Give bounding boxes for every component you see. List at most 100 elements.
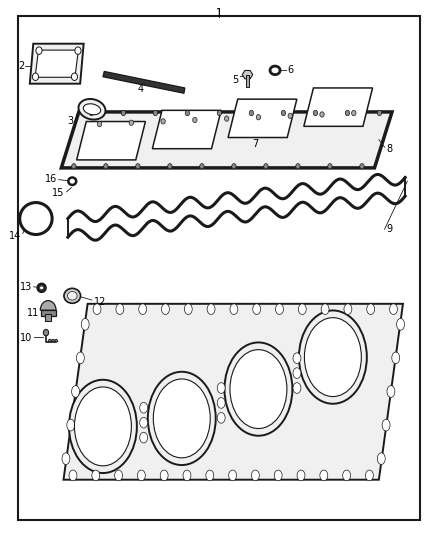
Ellipse shape (321, 304, 329, 314)
Polygon shape (77, 122, 145, 160)
Ellipse shape (207, 304, 215, 314)
Polygon shape (35, 50, 78, 77)
Ellipse shape (230, 304, 238, 314)
Circle shape (328, 164, 332, 169)
Text: 12: 12 (94, 297, 106, 307)
Text: 10: 10 (20, 334, 32, 343)
Ellipse shape (138, 470, 145, 481)
Circle shape (224, 116, 229, 122)
Circle shape (377, 110, 381, 116)
Ellipse shape (64, 288, 81, 303)
Text: 5: 5 (233, 75, 239, 85)
Ellipse shape (304, 318, 361, 397)
Text: 9: 9 (386, 224, 392, 234)
Text: 4: 4 (137, 84, 143, 94)
Ellipse shape (69, 470, 77, 481)
Ellipse shape (297, 470, 305, 481)
Circle shape (75, 47, 81, 54)
Text: 7: 7 (252, 139, 258, 149)
Ellipse shape (20, 203, 52, 235)
Polygon shape (242, 70, 253, 79)
Circle shape (32, 73, 39, 80)
Wedge shape (40, 301, 56, 310)
Circle shape (320, 112, 324, 117)
Ellipse shape (115, 470, 123, 481)
Circle shape (136, 164, 140, 169)
Circle shape (121, 110, 126, 116)
Ellipse shape (184, 304, 192, 314)
Circle shape (217, 110, 222, 116)
Ellipse shape (396, 318, 405, 330)
Circle shape (281, 110, 286, 116)
Ellipse shape (162, 304, 170, 314)
Circle shape (43, 329, 49, 336)
Ellipse shape (217, 383, 225, 393)
Circle shape (193, 117, 197, 123)
Circle shape (264, 164, 268, 169)
Ellipse shape (140, 417, 148, 428)
Text: 2: 2 (18, 61, 24, 70)
Circle shape (313, 110, 318, 116)
Circle shape (72, 164, 76, 169)
Circle shape (200, 164, 204, 169)
Circle shape (185, 110, 190, 116)
Text: 11: 11 (27, 308, 39, 318)
Ellipse shape (160, 470, 168, 481)
Ellipse shape (92, 470, 100, 481)
Ellipse shape (67, 419, 74, 431)
Ellipse shape (230, 350, 287, 429)
Ellipse shape (229, 470, 237, 481)
Ellipse shape (320, 470, 328, 481)
Circle shape (161, 119, 165, 124)
Text: 17: 17 (247, 407, 260, 416)
Text: 16: 16 (45, 174, 57, 183)
Ellipse shape (81, 318, 89, 330)
Ellipse shape (224, 343, 292, 436)
Ellipse shape (343, 470, 350, 481)
Ellipse shape (274, 470, 282, 481)
Circle shape (104, 164, 108, 169)
Circle shape (345, 110, 350, 116)
Text: 14: 14 (9, 231, 21, 240)
Circle shape (153, 110, 158, 116)
Ellipse shape (293, 368, 301, 378)
Bar (45, 314, 51, 321)
Ellipse shape (293, 383, 301, 393)
Ellipse shape (67, 292, 77, 300)
Ellipse shape (217, 398, 225, 408)
Circle shape (97, 122, 102, 127)
Ellipse shape (39, 286, 43, 290)
Ellipse shape (377, 453, 385, 464)
Circle shape (296, 164, 300, 169)
Polygon shape (103, 71, 185, 93)
Circle shape (129, 120, 134, 125)
Ellipse shape (270, 66, 280, 75)
Polygon shape (64, 304, 403, 480)
Ellipse shape (78, 99, 106, 119)
Ellipse shape (298, 304, 306, 314)
Text: 13: 13 (20, 282, 32, 292)
Ellipse shape (116, 304, 124, 314)
Ellipse shape (253, 304, 261, 314)
Ellipse shape (93, 304, 101, 314)
Circle shape (360, 164, 364, 169)
Circle shape (232, 164, 236, 169)
Bar (246, 75, 249, 87)
Ellipse shape (344, 304, 352, 314)
Text: 1: 1 (216, 8, 222, 18)
Text: 6: 6 (287, 66, 293, 75)
Ellipse shape (83, 104, 101, 115)
Ellipse shape (38, 284, 46, 292)
Ellipse shape (206, 470, 214, 481)
Polygon shape (228, 99, 297, 138)
Polygon shape (152, 110, 221, 149)
Ellipse shape (139, 304, 147, 314)
Polygon shape (61, 112, 392, 168)
Polygon shape (85, 115, 368, 127)
Polygon shape (304, 88, 373, 126)
Text: 15: 15 (53, 189, 65, 198)
Bar (41, 310, 56, 316)
Ellipse shape (74, 387, 131, 466)
Ellipse shape (217, 413, 225, 423)
Circle shape (36, 47, 42, 54)
